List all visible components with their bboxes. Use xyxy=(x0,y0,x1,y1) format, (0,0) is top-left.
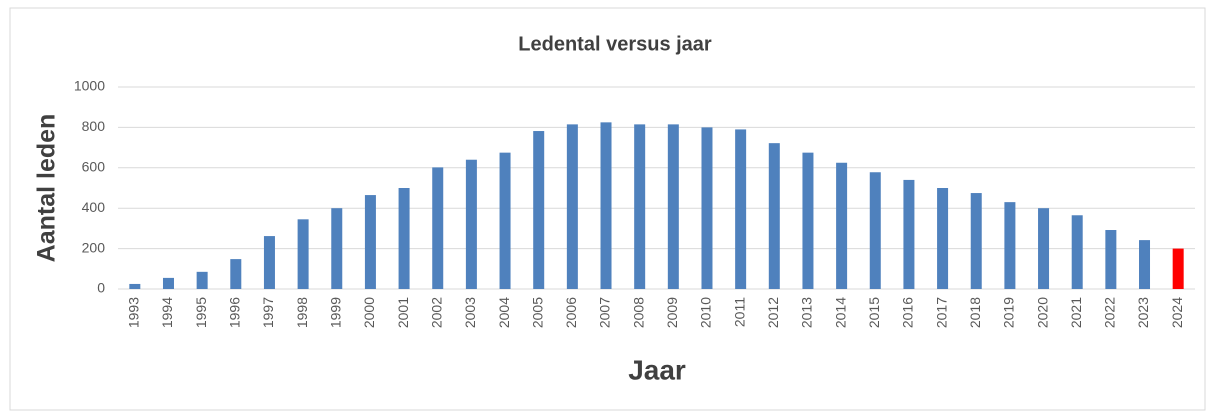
bar xyxy=(162,277,174,289)
bar xyxy=(1004,202,1016,289)
bar xyxy=(869,172,881,289)
bar xyxy=(196,271,208,289)
bar xyxy=(263,236,275,289)
bar xyxy=(600,122,612,289)
bar xyxy=(1172,248,1184,289)
x-axis-label: Jaar xyxy=(628,354,686,385)
x-tick-label: 2001 xyxy=(395,297,411,328)
bar xyxy=(667,124,679,290)
bar xyxy=(768,143,780,289)
bar xyxy=(836,162,848,289)
y-tick-label: 400 xyxy=(82,199,106,215)
x-tick-label: 2017 xyxy=(933,297,949,328)
x-tick-label: 2020 xyxy=(1034,297,1050,328)
x-tick-label: 2013 xyxy=(799,297,815,328)
x-tick-label: 1995 xyxy=(193,297,209,328)
x-tick-label: 2005 xyxy=(529,297,545,328)
bar xyxy=(735,129,747,289)
bar xyxy=(465,159,477,289)
bar xyxy=(432,167,444,289)
x-tick-label: 2012 xyxy=(765,297,781,328)
x-tick-label: 2009 xyxy=(664,297,680,328)
x-tick-label: 1993 xyxy=(126,297,142,328)
x-tick-label: 2002 xyxy=(428,297,444,328)
bar xyxy=(230,259,242,289)
x-tick-label: 2010 xyxy=(698,297,714,328)
x-tick-label: 1998 xyxy=(294,297,310,328)
bar xyxy=(970,193,982,289)
bar xyxy=(802,152,814,289)
x-tick-label: 2014 xyxy=(832,297,848,328)
bar xyxy=(634,124,646,290)
x-tick-label: 2022 xyxy=(1102,297,1118,328)
x-tick-label: 2024 xyxy=(1169,297,1185,328)
y-tick-label: 0 xyxy=(97,280,105,296)
y-axis-label: Aantal leden xyxy=(33,114,61,263)
bar xyxy=(499,152,511,289)
x-tick-label: 2019 xyxy=(1001,297,1017,328)
bar xyxy=(1105,230,1117,289)
bar xyxy=(1139,240,1151,289)
x-tick-label: 2003 xyxy=(462,297,478,328)
x-tick-label: 2004 xyxy=(496,297,512,328)
x-tick-label: 2006 xyxy=(563,297,579,328)
y-tick-label: 800 xyxy=(82,118,106,134)
bar xyxy=(566,124,578,290)
y-tick-label: 600 xyxy=(82,159,106,175)
x-tick-label: 2018 xyxy=(967,297,983,328)
bar xyxy=(364,195,376,289)
x-tick-label: 2016 xyxy=(900,297,916,328)
bar xyxy=(1071,215,1083,289)
bar xyxy=(903,179,915,289)
x-tick-label: 2011 xyxy=(731,297,747,327)
x-tick-label: 2000 xyxy=(361,297,377,328)
x-tick-label: 1996 xyxy=(227,297,243,328)
bar xyxy=(398,188,410,289)
bar xyxy=(331,208,343,289)
y-tick-label: 200 xyxy=(82,239,106,255)
x-tick-label: 1999 xyxy=(327,297,343,328)
bar xyxy=(1038,208,1050,289)
bar xyxy=(533,131,545,289)
bar xyxy=(701,127,713,290)
x-tick-label: 1994 xyxy=(159,297,175,328)
bar xyxy=(297,219,309,289)
bar xyxy=(129,283,141,289)
bar xyxy=(937,188,949,289)
x-tick-label: 2008 xyxy=(630,297,646,328)
y-tick-label: 1000 xyxy=(74,78,105,94)
x-tick-label: 2023 xyxy=(1135,297,1151,328)
chart-title: Ledental versus jaar xyxy=(518,33,712,55)
x-tick-label: 2021 xyxy=(1068,297,1084,328)
x-tick-label: 1997 xyxy=(260,297,276,328)
x-tick-label: 2015 xyxy=(866,297,882,328)
x-tick-label: 2007 xyxy=(597,297,613,328)
